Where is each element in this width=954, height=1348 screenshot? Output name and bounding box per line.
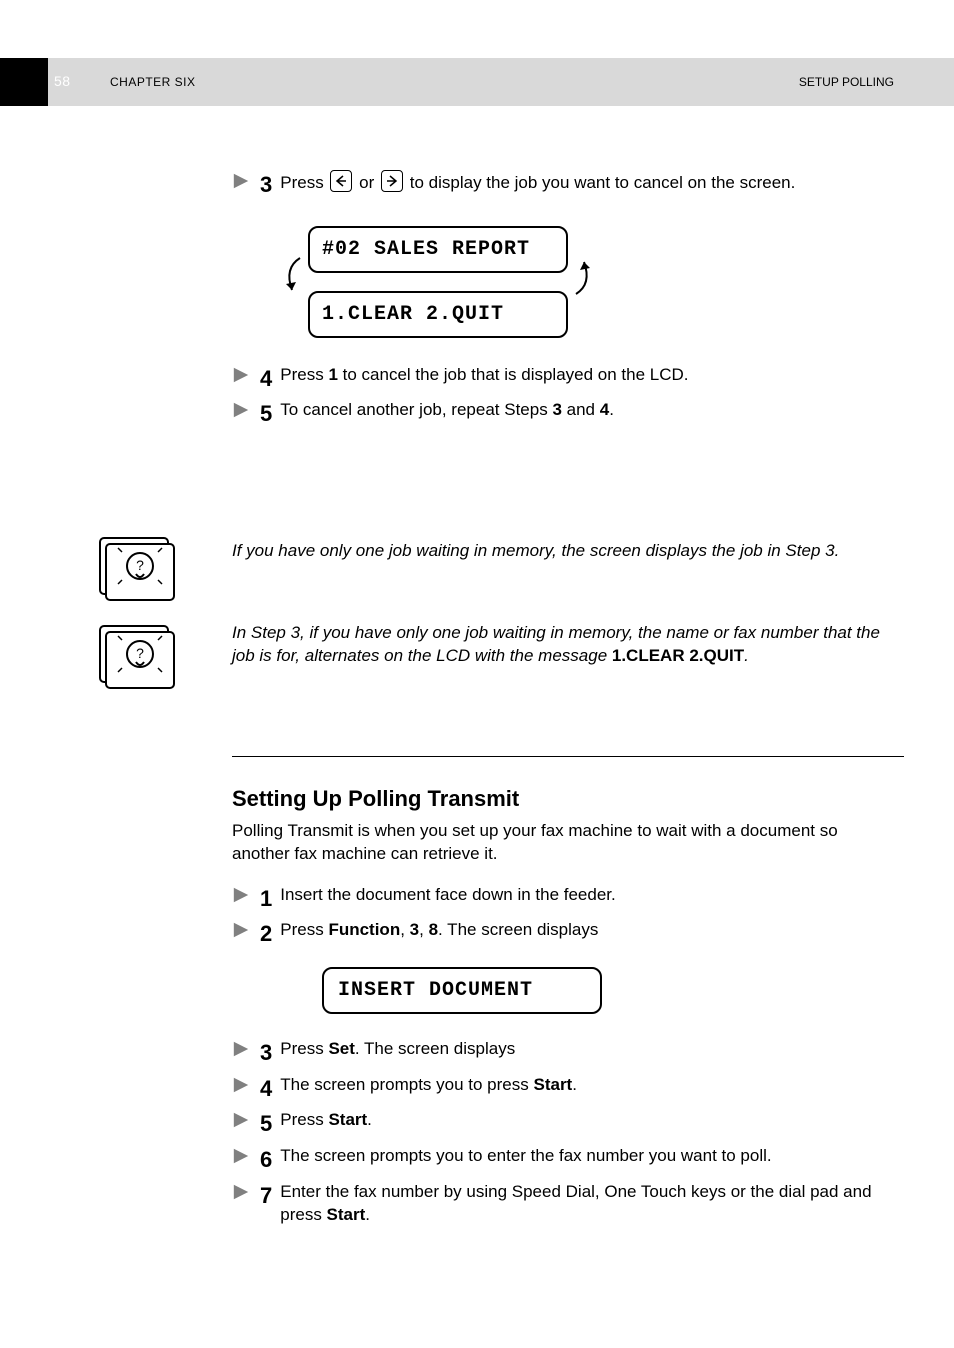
text: Press: [280, 365, 328, 384]
arrow-icon: [232, 1147, 250, 1165]
text: Press: [280, 920, 328, 939]
arrow-icon: [232, 1076, 250, 1094]
svg-text:?: ?: [136, 645, 144, 661]
lcd-insert-document: INSERT DOCUMENT: [322, 967, 602, 1014]
svg-text:?: ?: [136, 557, 144, 573]
header-black-box: [0, 58, 48, 106]
section-intro: Polling Transmit is when you set up your…: [232, 820, 894, 866]
text: To cancel another job, repeat Steps: [280, 400, 552, 419]
section-title: Setting Up Polling Transmit: [232, 784, 894, 814]
polling-step-3: 3 Press Set. The screen displays: [232, 1038, 894, 1068]
step-text: Press Set. The screen displays: [280, 1038, 894, 1061]
key-3: 3: [552, 400, 561, 419]
cancel-step-5: 5 To cancel another job, repeat Steps 3 …: [232, 399, 894, 429]
text: to cancel the job that is displayed on t…: [338, 365, 689, 384]
arrow-icon: [232, 921, 250, 939]
lcd-line-2: 1.CLEAR 2.QUIT: [308, 291, 568, 338]
text: ,: [400, 920, 409, 939]
text: . The screen displays: [438, 920, 598, 939]
key-8: 8: [429, 920, 438, 939]
text: In Step 3, if you have only one job wait…: [232, 623, 880, 665]
text: Press: [280, 1110, 328, 1129]
lcd-text-inline: 1.CLEAR 2.QUIT: [612, 646, 744, 665]
step-text-part: or: [359, 173, 379, 192]
text: The screen prompts you to press: [280, 1075, 533, 1094]
step-number: 1: [260, 884, 272, 914]
arrow-icon: [232, 172, 250, 190]
step-number: 7: [260, 1181, 272, 1211]
polling-step-2: 2 Press Function, 3, 8. The screen displ…: [232, 919, 894, 949]
arrow-icon: [232, 1111, 250, 1129]
step-text: To cancel another job, repeat Steps 3 an…: [280, 399, 894, 422]
step-number: 4: [260, 1074, 272, 1104]
step-number: 3: [260, 170, 272, 200]
text: Press: [280, 1039, 328, 1058]
step-text: The screen prompts you to press Start.: [280, 1074, 894, 1097]
cancel-step-4: 4 Press 1 to cancel the job that is disp…: [232, 364, 894, 394]
step-text: Press Start.: [280, 1109, 894, 1132]
arrow-icon: [232, 401, 250, 419]
key-4: 4: [600, 400, 609, 419]
step-number: 5: [260, 1109, 272, 1139]
step-text: Press or to display the job you want to …: [280, 170, 894, 195]
text: .: [744, 646, 749, 665]
function-key: Function: [328, 920, 400, 939]
set-key: Set: [328, 1039, 354, 1058]
polling-step-5: 5 Press Start.: [232, 1109, 894, 1139]
lightbulb-hint-icon: ?: [92, 618, 182, 692]
step-text: Press Function, 3, 8. The screen display…: [280, 919, 894, 942]
start-key: Start: [327, 1205, 366, 1224]
lightbulb-hint-icon: ?: [92, 530, 182, 604]
right-arrow-key-icon: [381, 170, 403, 192]
step-text: The screen prompts you to enter the fax …: [280, 1145, 894, 1168]
text: ,: [419, 920, 428, 939]
step-text: Insert the document face down in the fee…: [280, 884, 894, 907]
step-text: Press 1 to cancel the job that is displa…: [280, 364, 894, 387]
text: . The screen displays: [355, 1039, 515, 1058]
arrow-icon: [232, 1040, 250, 1058]
page-number: 58: [54, 72, 71, 91]
polling-step-6: 6 The screen prompts you to enter the fa…: [232, 1145, 894, 1175]
start-key: Start: [328, 1110, 367, 1129]
polling-step-4: 4 The screen prompts you to press Start.: [232, 1074, 894, 1104]
step-text-part: Press: [280, 173, 328, 192]
chapter-label: CHAPTER SIX: [110, 74, 196, 90]
lcd-display-group: #02 SALES REPORT 1.CLEAR 2.QUIT: [308, 226, 568, 338]
lcd-line-1: #02 SALES REPORT: [308, 226, 568, 273]
step-number: 6: [260, 1145, 272, 1175]
step-number: 2: [260, 919, 272, 949]
text: .: [609, 400, 614, 419]
step-number: 5: [260, 399, 272, 429]
left-arrow-key-icon: [330, 170, 352, 192]
polling-step-7: 7 Enter the fax number by using Speed Di…: [232, 1181, 894, 1227]
text: .: [367, 1110, 372, 1129]
key-3: 3: [410, 920, 419, 939]
arrow-icon: [232, 1183, 250, 1201]
step-text-part: to display the job you want to cancel on…: [410, 173, 796, 192]
cancel-step-3: 3 Press or to display the job you want t…: [232, 170, 894, 200]
section-divider: [232, 756, 904, 757]
arrow-icon: [232, 366, 250, 384]
polling-step-1: 1 Insert the document face down in the f…: [232, 884, 894, 914]
arrow-icon: [232, 886, 250, 904]
start-key: Start: [533, 1075, 572, 1094]
text: .: [572, 1075, 577, 1094]
step-number: 3: [260, 1038, 272, 1068]
section-label: SETUP POLLING: [799, 74, 894, 90]
step-text: Enter the fax number by using Speed Dial…: [280, 1181, 894, 1227]
hint-text-1: If you have only one job waiting in memo…: [232, 540, 894, 563]
text: and: [562, 400, 600, 419]
text: .: [365, 1205, 370, 1224]
key-1: 1: [328, 365, 337, 384]
hint-text-2: In Step 3, if you have only one job wait…: [232, 622, 894, 668]
step-number: 4: [260, 364, 272, 394]
